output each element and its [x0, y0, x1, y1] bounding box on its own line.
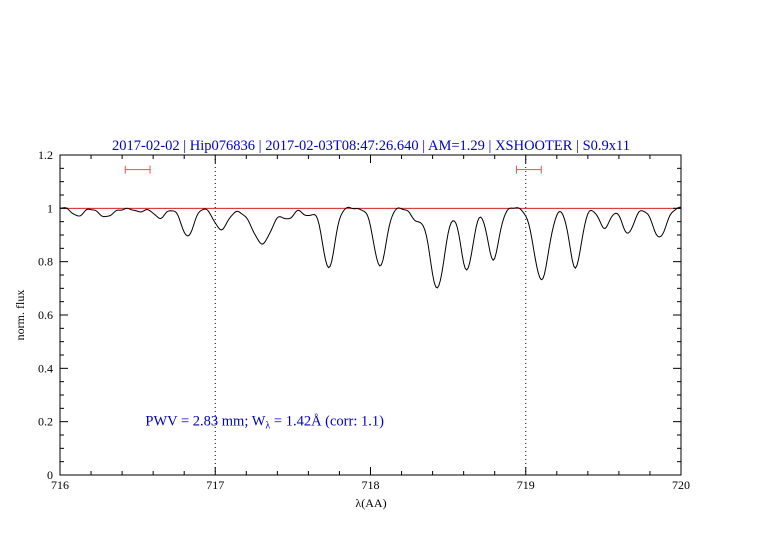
y-tick-label: 0.8: [38, 255, 53, 269]
annotation-lambda-subscript: λ: [265, 421, 270, 432]
y-axis-label: norm. flux: [13, 290, 27, 341]
y-tick-label: 0: [47, 468, 53, 482]
y-tick-label: 1: [47, 201, 53, 215]
y-tick-label: 0.2: [38, 415, 53, 429]
pwv-annotation: PWV = 2.83 mm; Wλ = 1.42Å (corr: 1.1): [145, 414, 384, 432]
x-axis-label: λ(AA): [355, 496, 386, 510]
x-tick-label: 719: [517, 478, 535, 492]
plot-title: 2017-02-02 | Hip076836 | 2017-02-03T08:4…: [112, 138, 630, 154]
plot-generated-layer: 716 717 718 719 720 0 0.2 0.4 0.6 0.8 1 1.2: [38, 148, 690, 492]
annotation-part2: = 1.42Å (corr: 1.1): [270, 414, 384, 430]
y-tick-label: 1.2: [38, 148, 53, 162]
x-tick-label: 716: [51, 478, 69, 492]
spectrum-line: [59, 206, 682, 289]
y-tick-label: 0.4: [38, 361, 53, 375]
annotation-part1: PWV = 2.83 mm; W: [145, 414, 265, 430]
y-tick-label: 0.6: [38, 308, 53, 322]
x-tick-label: 720: [672, 478, 690, 492]
x-tick-label: 717: [206, 478, 224, 492]
x-tick-label: 718: [362, 478, 380, 492]
